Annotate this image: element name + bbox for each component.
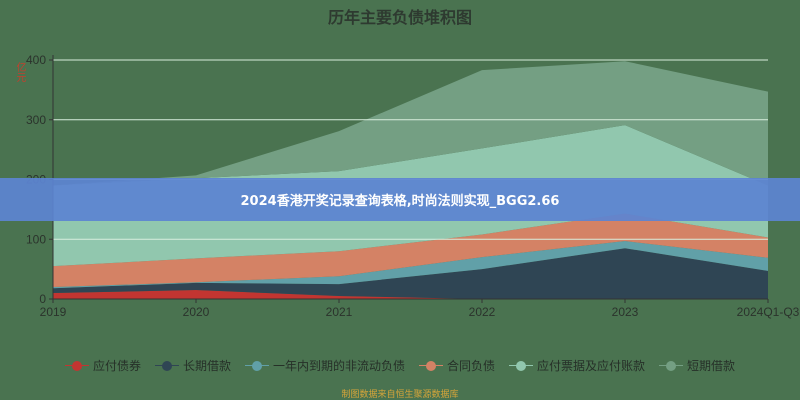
legend: 应付债券 长期借款 一年内到期的非流动负债 合同负债 应付票据及应付账款 短期借款 [0,357,800,374]
legend-label: 一年内到期的非流动负债 [272,359,405,373]
x-tick-label: 2023 [612,305,639,319]
legend-label: 短期借款 [687,359,736,373]
legend-marker-icon [154,360,179,371]
y-tick-label: 300 [26,113,46,127]
y-tick-label: 400 [26,53,46,67]
x-tick-label: 2022 [469,305,496,319]
legend-label: 应付票据及应付账款 [537,359,646,373]
legend-marker-icon [509,360,534,371]
y-tick-label: 0 [39,292,46,306]
x-tick-label: 2024Q1-Q3 [737,305,800,319]
y-tick-label: 100 [26,232,46,246]
area-series-0 [53,290,768,299]
legend-marker-icon [659,360,684,371]
x-tick-label: 2021 [326,305,353,319]
legend-marker-icon [419,360,443,371]
legend-marker-icon [244,360,269,371]
area-series-3 [53,213,768,288]
x-tick-label: 2020 [183,305,210,319]
x-tick-label: 2019 [40,305,67,319]
legend-item-5[interactable]: 短期借款 [659,357,735,374]
area-series-5 [53,61,768,186]
source-note: 制图数据来自恒生聚源数据库 [341,390,459,400]
legend-label: 应付债券 [92,359,141,373]
legend-marker-icon [64,360,89,371]
y-axis-label: 亿元 [14,62,25,82]
legend-item-4[interactable]: 应付票据及应付账款 [509,357,645,374]
legend-item-3[interactable]: 合同负债 [419,357,495,374]
area-series-1 [53,248,768,299]
banner-text: 2024香港开奖记录查询表格,时尚法则实现_BGG2.66 [240,194,560,209]
legend-item-2[interactable]: 一年内到期的非流动负债 [244,357,405,374]
legend-label: 长期借款 [182,359,231,373]
area-series-2 [53,241,768,289]
legend-item-1[interactable]: 长期借款 [154,357,231,374]
legend-item-0[interactable]: 应付债券 [64,357,141,374]
chart-title: 历年主要负债堆积图 [327,8,472,27]
overlay-banner[interactable]: 2024香港开奖记录查询表格,时尚法则实现_BGG2.66 [0,178,800,221]
legend-label: 合同负债 [447,359,496,373]
